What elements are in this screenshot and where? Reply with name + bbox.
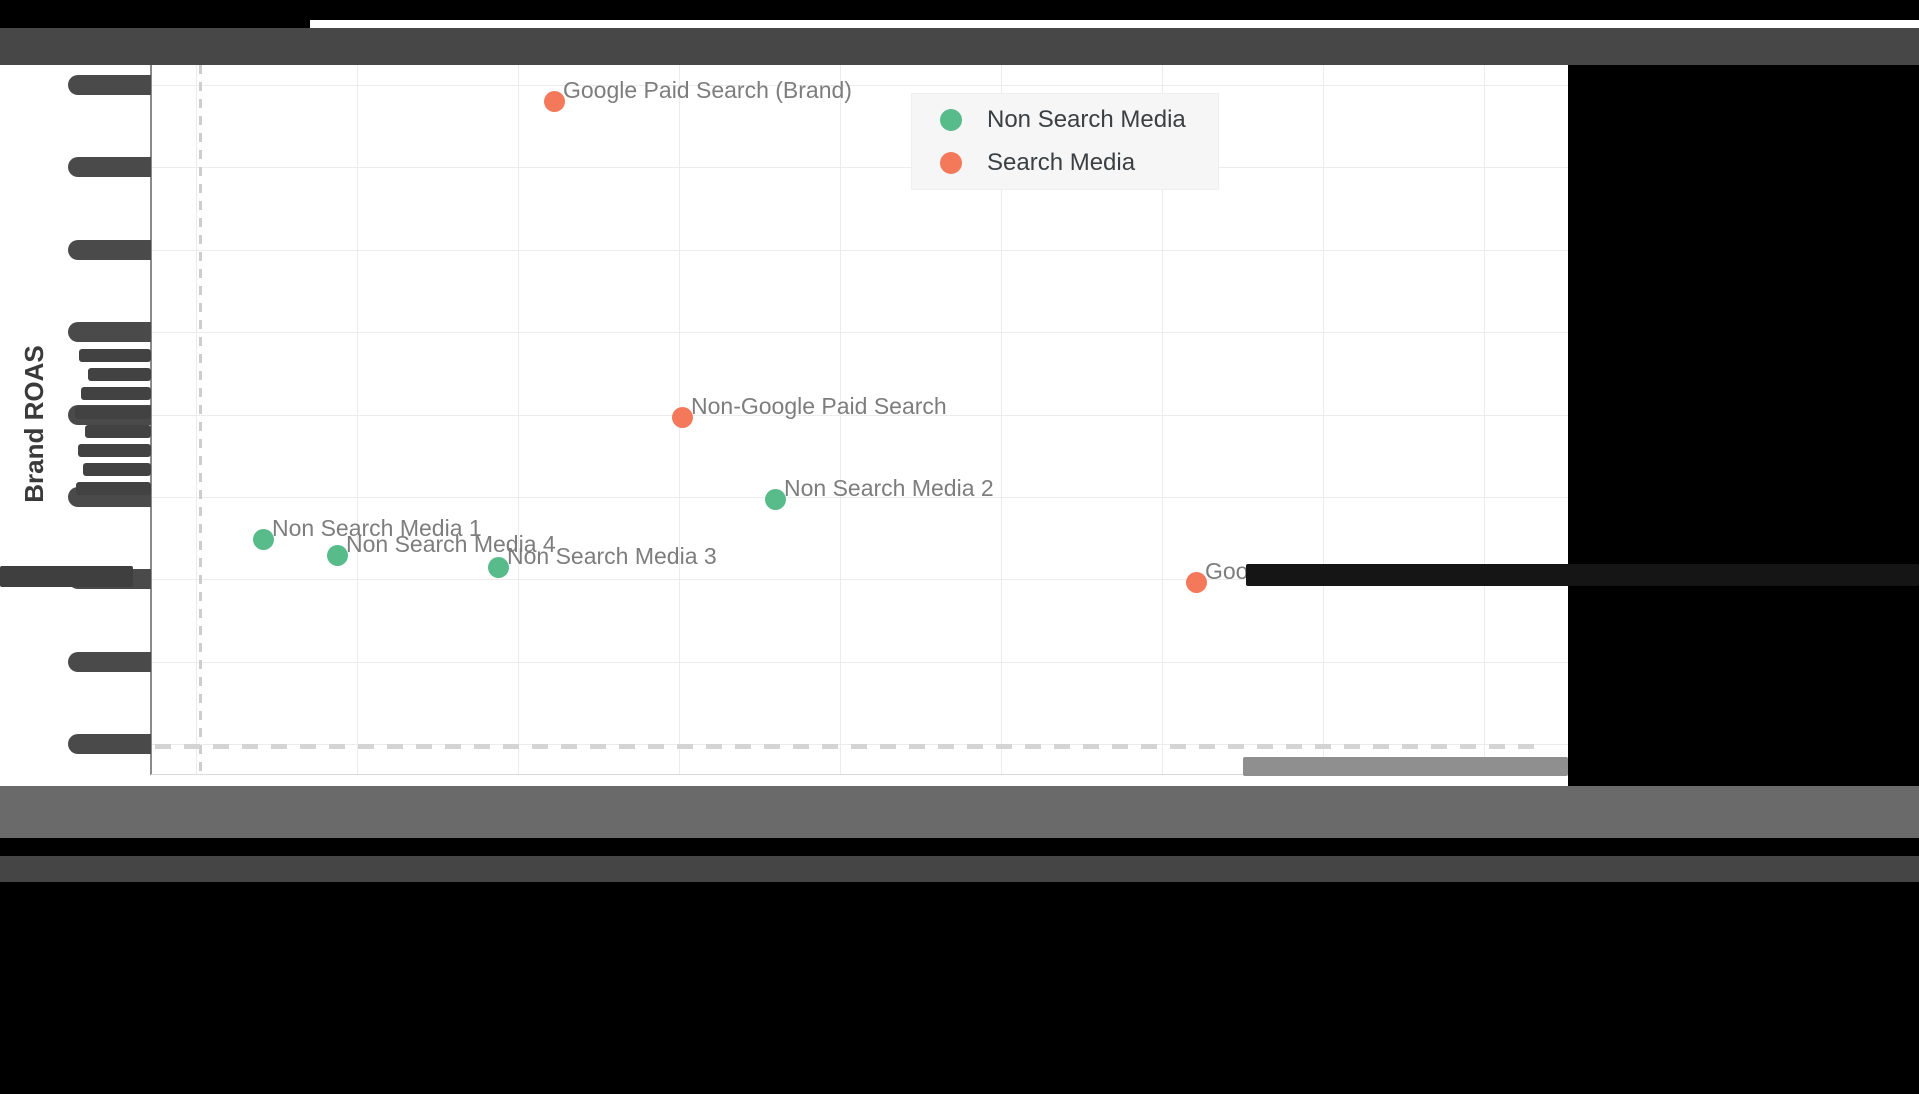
grid-line-vertical [1001,65,1002,775]
y-tick-label-redaction [68,322,151,342]
grid-line-vertical [1323,65,1324,775]
legend: Non Search Media Search Media [911,93,1219,190]
grid-line-vertical [1484,65,1485,775]
reference-line-horizontal-dashed [155,744,1540,749]
legend-label-search: Search Media [987,149,1136,176]
legend-dot-non-search-icon [940,109,962,131]
grid-line-vertical [196,65,197,775]
y-axis-note-redaction [83,463,151,476]
y-tick-label-redaction [68,157,151,177]
y-axis-note-redaction [88,368,151,381]
grid-line-horizontal [151,85,1568,86]
grid-line-horizontal [151,662,1568,663]
grid-line-horizontal [151,415,1568,416]
y-axis-note-redaction [85,425,151,438]
legend-item-non-search-media[interactable]: Non Search Media [940,101,1218,139]
point-label: Non Search Media 4 [346,531,556,557]
scatter-point[interactable] [253,529,274,550]
reference-line-vertical-dashed [199,65,202,775]
legend-item-search-media[interactable]: Search Media [940,144,1218,182]
y-axis-title: Brand ROAS [19,345,49,503]
grid-line-horizontal [151,250,1568,251]
top-white-gap [310,20,1919,28]
x-axis-line [151,774,1568,775]
grid-line-vertical [1162,65,1163,775]
scatter-point[interactable] [327,545,348,566]
scatter-point[interactable] [672,407,693,428]
point-label: Non Search Media 1 [272,515,482,541]
top-toolbar-redacted [0,28,1919,65]
point-label: Goo [1205,558,1249,584]
grid-line-vertical [518,65,519,775]
legend-dot-search-icon [940,152,962,174]
grid-line-horizontal [151,497,1568,498]
plot-background [0,65,1568,786]
point-label: Non Search Media 2 [784,475,994,501]
y-axis-note-redaction [78,444,151,457]
point-label: Google Paid Search (Brand) [563,77,852,103]
x-axis-title-redacted [0,786,1919,838]
point-label: Non-Google Paid Search [691,393,947,419]
left-edge-label-redaction [0,566,133,587]
y-tick-label-redaction [68,240,151,260]
grid-line-horizontal [151,579,1568,580]
scatter-point[interactable] [488,557,509,578]
y-tick-label-redaction [68,734,151,754]
grid-line-horizontal [151,167,1568,168]
bottom-toolbar-redacted [0,856,1919,882]
y-axis-note-redaction [81,387,151,400]
scatter-point[interactable] [1186,572,1207,593]
point-label: Non Search Media 3 [507,543,717,569]
grid-line-vertical [357,65,358,775]
grid-line-horizontal [151,332,1568,333]
y-tick-label-redaction [68,652,151,672]
y-axis-note-redaction [79,349,151,362]
bottom-right-redaction [1243,757,1568,776]
y-axis-note-redaction [76,482,151,495]
top-left-redaction [0,0,310,28]
y-tick-label-redaction [68,75,151,95]
y-axis-line [150,65,152,775]
legend-label-non-search: Non Search Media [987,106,1186,133]
y-axis-note-redaction [75,406,151,419]
grid-line-vertical [840,65,841,775]
scatter-point[interactable] [544,91,565,112]
right-point-label-redaction [1246,564,1919,586]
scatter-point[interactable] [765,489,786,510]
